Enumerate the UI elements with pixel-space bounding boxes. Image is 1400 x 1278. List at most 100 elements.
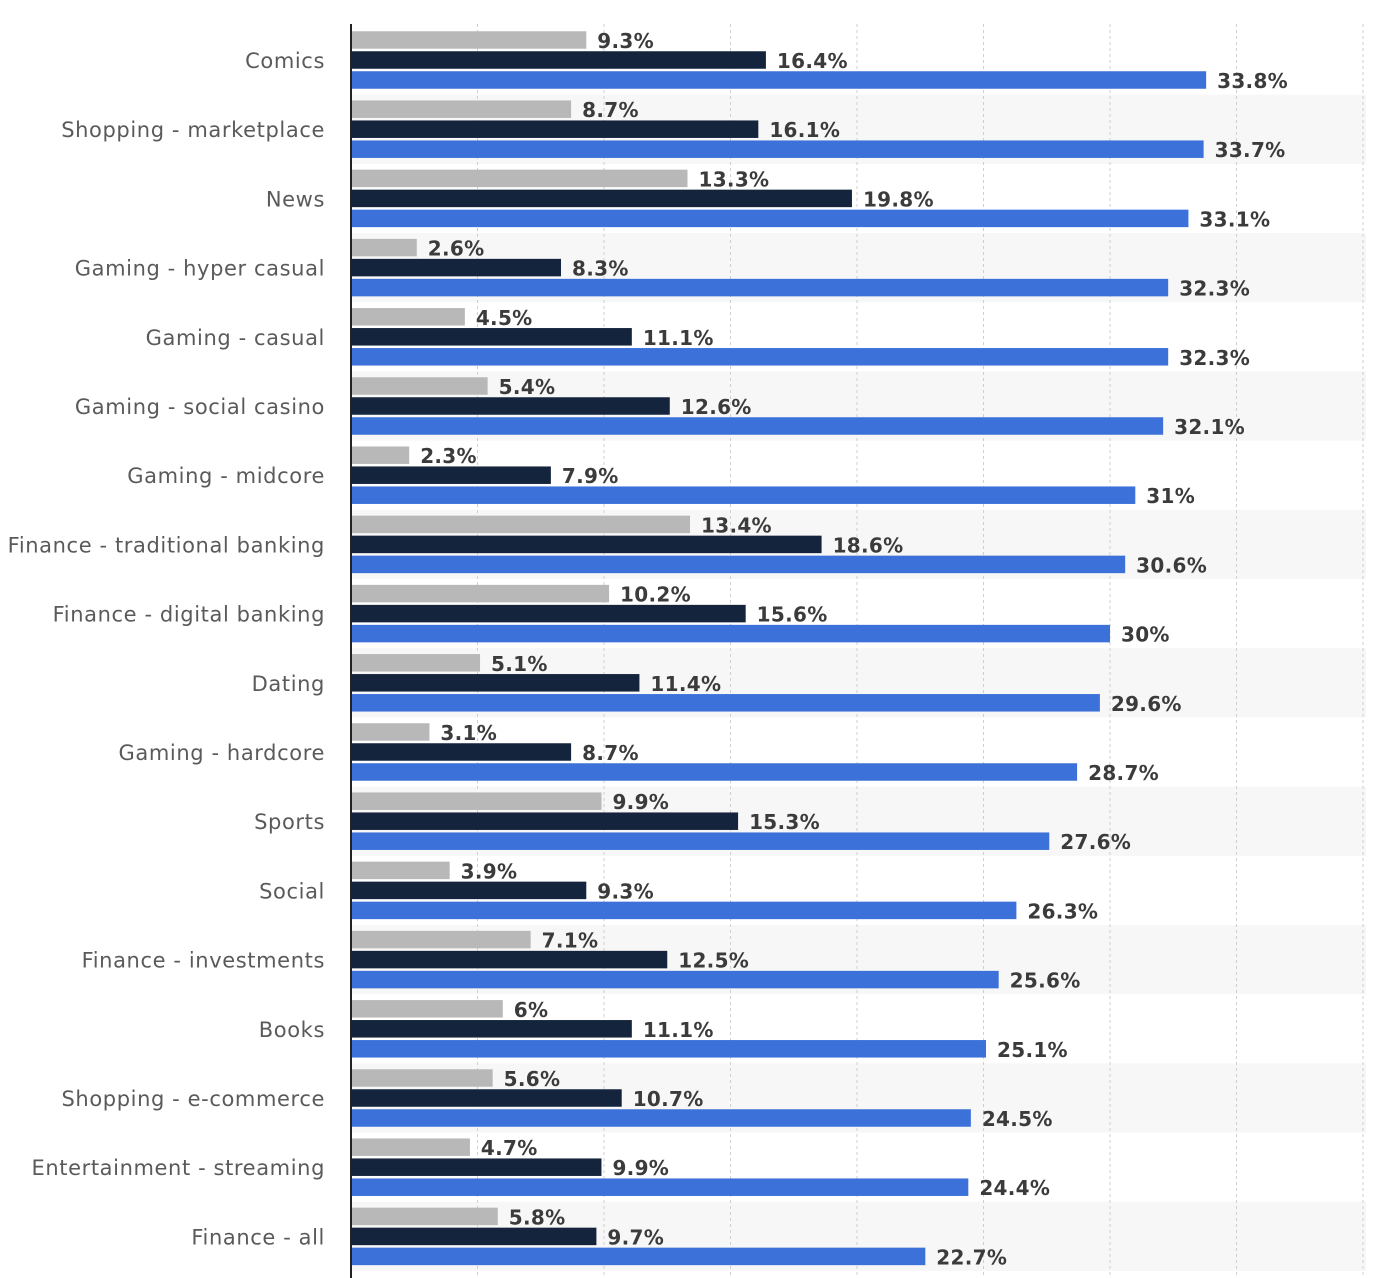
bar [351, 1247, 926, 1266]
bar [351, 792, 602, 810]
data-label: 3.9% [461, 859, 518, 883]
bar [351, 674, 640, 692]
data-label: 10.2% [620, 583, 691, 607]
bar [351, 397, 670, 415]
data-label: 9.3% [597, 29, 654, 53]
bar [351, 169, 688, 188]
data-label: 4.5% [476, 306, 533, 330]
bar [351, 466, 551, 484]
data-label: 16.1% [769, 118, 840, 142]
bar [351, 950, 668, 969]
bar [351, 71, 1207, 89]
data-label: 12.5% [678, 949, 749, 973]
data-label: 10.7% [633, 1087, 704, 1111]
category-label: Shopping - e-commerce [61, 1087, 325, 1111]
category-label-layer: Comics Shopping - marketplace News Gaming -… [8, 49, 325, 1249]
data-label: 7.9% [562, 464, 619, 488]
category-label: Shopping - marketplace [61, 118, 325, 142]
data-label: 5.6% [504, 1067, 561, 1091]
bar [351, 604, 746, 623]
category-label: Gaming - midcore [127, 464, 325, 488]
data-label: 2.3% [420, 444, 477, 468]
data-label: 25.1% [997, 1038, 1068, 1062]
bar [351, 1069, 493, 1087]
category-label: Finance - traditional banking [8, 533, 325, 557]
data-label: 32.3% [1179, 346, 1250, 370]
data-label: 32.1% [1174, 415, 1245, 439]
bar [351, 120, 759, 138]
bar [351, 446, 410, 464]
bar [351, 140, 1204, 158]
data-label: 30% [1121, 623, 1170, 647]
bar [351, 209, 1189, 228]
bar [351, 278, 1169, 297]
bar [351, 1040, 987, 1058]
category-label: Gaming - hyper casual [75, 257, 325, 281]
data-label: 8.7% [582, 741, 639, 765]
data-label: 3.1% [440, 721, 497, 745]
bar [351, 535, 822, 554]
bar [351, 515, 691, 534]
bar [351, 763, 1078, 781]
bar [351, 258, 561, 277]
bar [351, 51, 766, 69]
data-label: 33.7% [1215, 138, 1286, 162]
category-label: Dating [252, 672, 325, 696]
data-label: 31% [1146, 484, 1195, 508]
data-label: 30.6% [1136, 553, 1207, 577]
bar [351, 1158, 602, 1176]
data-label: 33.1% [1199, 207, 1270, 231]
category-label: News [266, 187, 325, 211]
bar [351, 348, 1169, 366]
value-label-layer: 9.3% 16.4% 33.8% 8.7% 16.1% 33.7% 13.3% 19.8% 33… [420, 29, 1288, 1269]
bar [351, 555, 1126, 574]
data-label: 8.3% [572, 257, 629, 281]
bar [351, 377, 488, 395]
data-label: 26.3% [1027, 899, 1098, 923]
data-label: 32.3% [1179, 277, 1250, 301]
data-label: 19.8% [863, 187, 934, 211]
bar [351, 970, 999, 989]
data-label: 15.6% [757, 603, 828, 627]
category-label: Finance - investments [82, 949, 325, 973]
bar [351, 901, 1017, 920]
category-label: Finance - all [191, 1225, 325, 1249]
bar [351, 189, 852, 208]
data-label: 15.3% [749, 810, 820, 834]
bar [351, 100, 572, 118]
bar [351, 238, 417, 257]
data-label: 2.6% [428, 237, 485, 261]
bar-layer [351, 31, 1207, 1266]
bar [351, 743, 572, 761]
bar [351, 1109, 971, 1127]
bar [351, 832, 1050, 850]
data-label: 8.7% [582, 98, 639, 122]
category-label: Gaming - social casino [75, 395, 325, 419]
data-label: 5.4% [499, 375, 556, 399]
bar [351, 308, 465, 326]
category-label: Sports [254, 810, 325, 834]
bar [351, 31, 587, 49]
data-label: 27.6% [1060, 830, 1131, 854]
data-label: 4.7% [481, 1136, 538, 1160]
data-label: 13.4% [701, 513, 772, 537]
data-label: 6% [514, 998, 549, 1022]
data-label: 22.7% [936, 1245, 1007, 1269]
category-label: Comics [245, 49, 325, 73]
bar [351, 486, 1136, 504]
category-label: Finance - digital banking [53, 603, 325, 627]
bar [351, 1000, 503, 1018]
bar [351, 624, 1110, 643]
bar [351, 1227, 597, 1246]
category-label: Social [259, 879, 325, 903]
data-label: 24.4% [979, 1176, 1050, 1200]
bar [351, 723, 430, 741]
bar [351, 881, 587, 900]
data-label: 9.3% [597, 879, 654, 903]
category-label: Entertainment - streaming [31, 1156, 325, 1180]
bar [351, 1020, 632, 1038]
data-label: 29.6% [1111, 692, 1182, 716]
bar [351, 1178, 969, 1196]
